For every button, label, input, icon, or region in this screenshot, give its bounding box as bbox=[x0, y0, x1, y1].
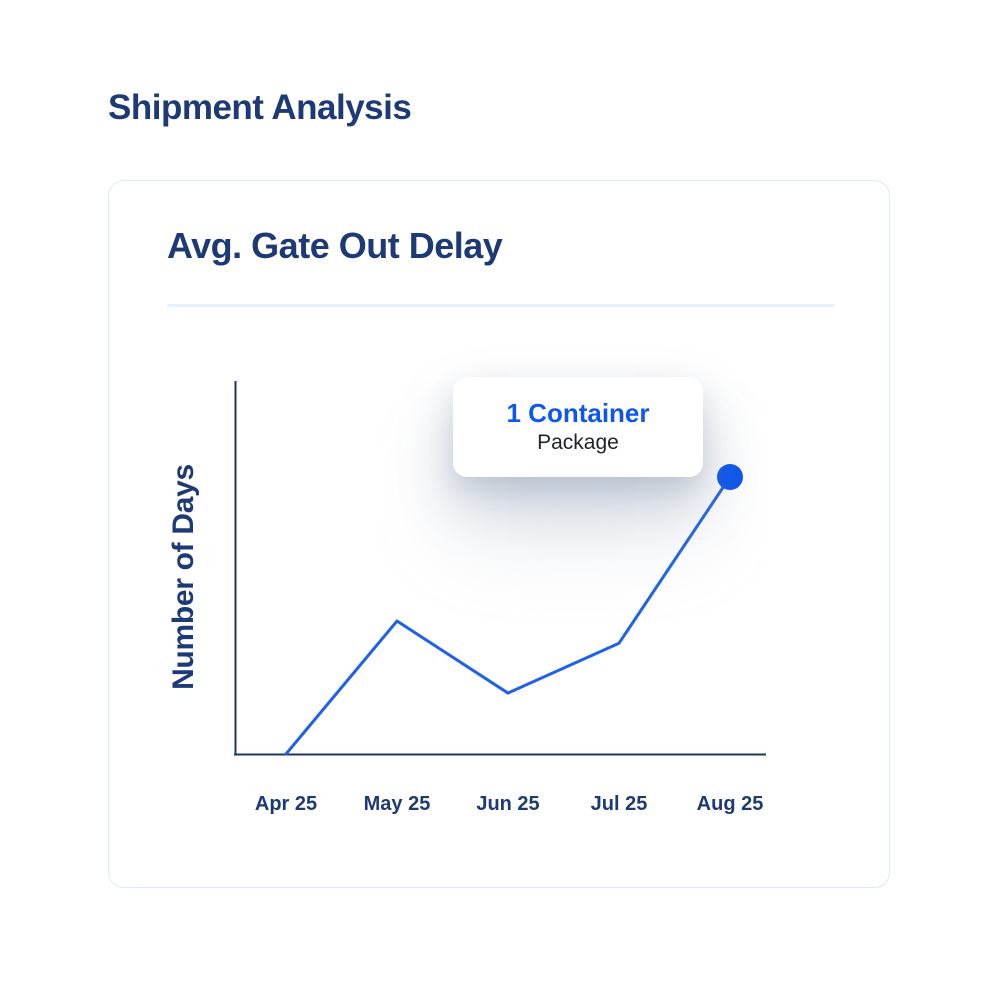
tooltip-subtitle: Package bbox=[537, 430, 619, 454]
delay-line-series bbox=[284, 475, 732, 756]
page-title: Shipment Analysis bbox=[108, 88, 412, 127]
line-chart-svg bbox=[234, 381, 766, 756]
x-axis-tick-label: Jul 25 bbox=[590, 793, 648, 815]
x-axis-tick-label: Aug 25 bbox=[696, 793, 764, 815]
gate-out-delay-chart[interactable]: Number of Days Apr 25 May 25 Jun 25 Jul 25 A… bbox=[109, 181, 889, 887]
card-divider bbox=[167, 304, 835, 307]
chart-tooltip: 1 Container Package bbox=[453, 377, 703, 477]
x-axis-tick-label: Jun 25 bbox=[476, 793, 540, 815]
x-axis-labels: Apr 25 May 25 Jun 25 Jul 25 Aug 25 bbox=[109, 181, 889, 887]
x-axis-tick-label: May 25 bbox=[363, 793, 431, 815]
card-title: Avg. Gate Out Delay bbox=[167, 225, 503, 266]
aug-25-data-point[interactable] bbox=[717, 464, 743, 490]
tooltip-title: 1 Container bbox=[506, 398, 650, 429]
x-axis-tick-label: Apr 25 bbox=[254, 793, 318, 815]
shipment-analysis-card: Avg. Gate Out Delay Number of Days Apr 2… bbox=[108, 180, 890, 888]
